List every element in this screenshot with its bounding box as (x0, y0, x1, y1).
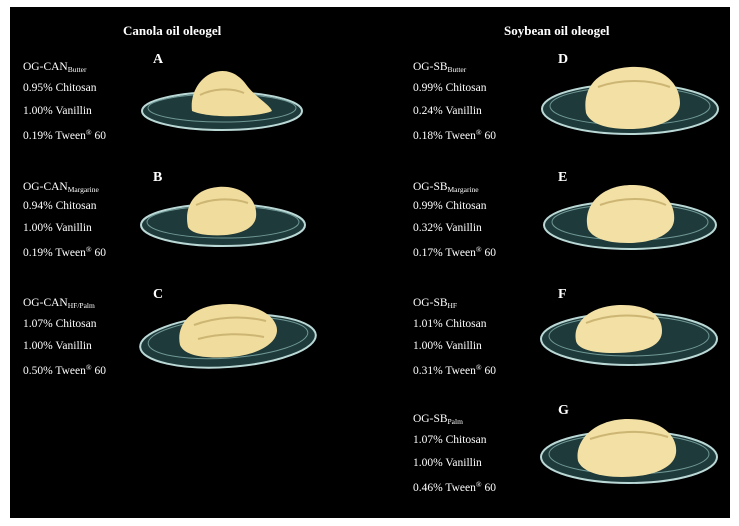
sample-g-letter: G (558, 403, 569, 418)
figure-panel: Canola oil oleogel Soybean oil oleogel O… (10, 7, 730, 518)
oleogel (577, 419, 677, 477)
sample-d-code: OG-SBButter (413, 61, 467, 74)
sample-e-photo (543, 185, 717, 250)
canola-heading: Canola oil oleogel (123, 23, 222, 38)
sample-b-letter: B (153, 170, 163, 185)
sample-d-letter: D (558, 52, 569, 67)
oleogel-texture (197, 333, 265, 340)
sample-b-vanillin: 1.00% Vanillin (23, 222, 92, 234)
oleogel-texture (585, 314, 655, 324)
sample-b-chitosan: 0.94% Chitosan (23, 200, 97, 212)
sample-a-vanillin: 1.00% Vanillin (23, 105, 92, 117)
sample-b-tween: 0.19% Tween® 60 (23, 245, 106, 259)
oleogel-texture (589, 430, 669, 440)
sample-c-chitosan: 1.07% Chitosan (23, 318, 97, 330)
oleogel-texture (597, 80, 671, 88)
sample-f-photo (540, 305, 718, 366)
sample-f-vanillin: 1.00% Vanillin (413, 340, 482, 352)
oleogel (191, 70, 272, 117)
sample-f-code: OG-SBHF (413, 297, 458, 310)
sample-b-photo (140, 186, 306, 247)
oleogel (187, 186, 257, 236)
sample-c-tween: 0.50% Tween® 60 (23, 363, 106, 377)
sample-a-photo (141, 70, 303, 131)
oleogel (585, 66, 680, 129)
sample-c-code: OG-CANHF/Palm (23, 297, 95, 310)
sample-f-letter: F (558, 287, 567, 302)
sample-a-chitosan: 0.95% Chitosan (23, 82, 97, 94)
oleogel (575, 305, 662, 353)
sample-g-vanillin: 1.00% Vanillin (413, 457, 482, 469)
sample-e-letter: E (558, 170, 568, 185)
sample-g-code: OG-SBPalm (413, 413, 463, 426)
sample-f-tween: 0.31% Tween® 60 (413, 363, 496, 377)
oleogel (586, 185, 675, 243)
sample-a-code: OG-CANButter (23, 61, 87, 74)
soybean-heading: Soybean oil oleogel (504, 23, 610, 38)
oleogel (179, 303, 277, 358)
sample-b-code: OG-CANMargarine (23, 181, 99, 194)
oleogel-texture (199, 88, 245, 96)
sample-a-letter: A (153, 52, 164, 67)
sample-e-tween: 0.17% Tween® 60 (413, 245, 496, 259)
sample-d-vanillin: 0.24% Vanillin (413, 105, 482, 117)
oleogel-texture (195, 198, 249, 206)
sample-g-chitosan: 1.07% Chitosan (413, 434, 487, 446)
sample-e-vanillin: 0.32% Vanillin (413, 222, 482, 234)
sample-d-photo (541, 66, 719, 135)
sample-f-chitosan: 1.01% Chitosan (413, 318, 487, 330)
sample-g-photo (540, 419, 718, 484)
sample-c-vanillin: 1.00% Vanillin (23, 340, 92, 352)
sample-g-tween: 0.46% Tween® 60 (413, 480, 496, 494)
sample-c-letter: C (153, 287, 164, 302)
sample-d-tween: 0.18% Tween® 60 (413, 128, 496, 142)
oleogel-texture (193, 316, 267, 326)
sample-e-chitosan: 0.99% Chitosan (413, 200, 487, 212)
sample-a-tween: 0.19% Tween® 60 (23, 128, 106, 142)
sample-d-chitosan: 0.99% Chitosan (413, 82, 487, 94)
sample-c-photo (139, 303, 317, 369)
oleogel-texture (599, 198, 667, 206)
sample-e-code: OG-SBMargarine (413, 181, 479, 194)
